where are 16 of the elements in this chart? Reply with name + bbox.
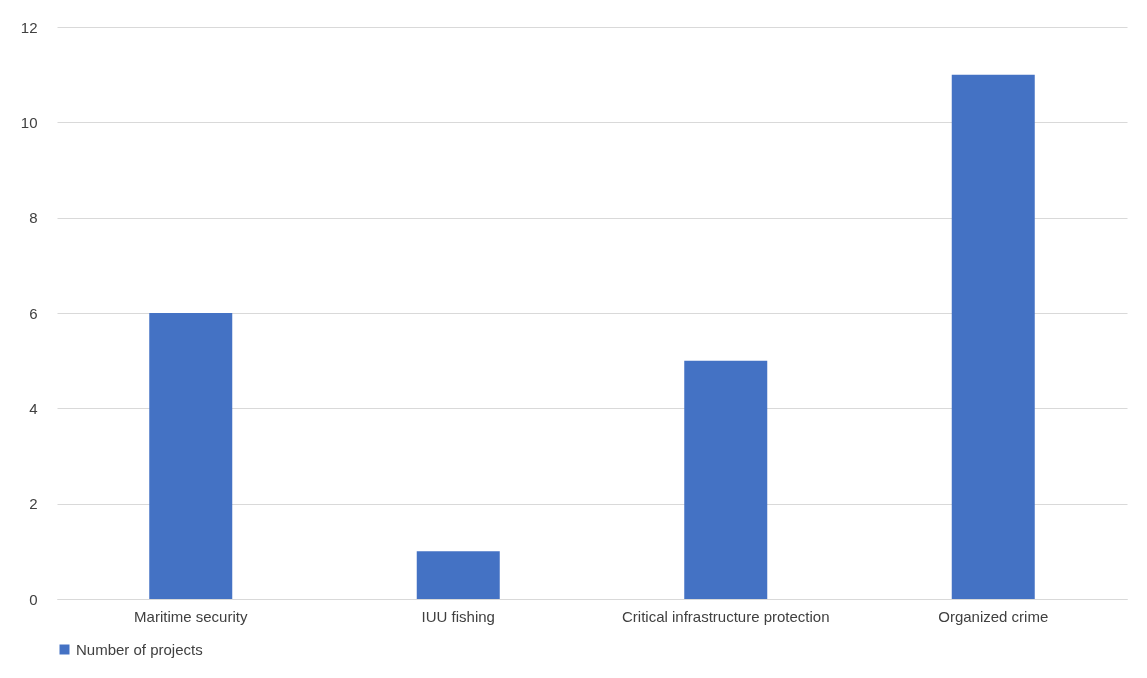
x-tick-label: Maritime security xyxy=(134,607,248,625)
x-tick-label: Critical infrastructure protection xyxy=(621,607,830,625)
y-tick-label: 10 xyxy=(20,113,38,131)
x-tick-label: IUU fishing xyxy=(421,607,495,625)
bar xyxy=(684,360,768,599)
y-tick-label: 12 xyxy=(20,18,38,36)
y-tick-label: 4 xyxy=(29,399,38,417)
legend-label: Number of projects xyxy=(76,640,203,658)
y-tick-label: 2 xyxy=(29,495,38,513)
y-tick-label: 0 xyxy=(29,590,38,608)
y-tick-label: 6 xyxy=(29,304,38,322)
bar xyxy=(149,313,233,599)
bar xyxy=(416,551,500,599)
y-tick-label: 8 xyxy=(29,209,38,227)
bar xyxy=(951,74,1035,599)
x-tick-label: Organized crime xyxy=(938,607,1049,625)
